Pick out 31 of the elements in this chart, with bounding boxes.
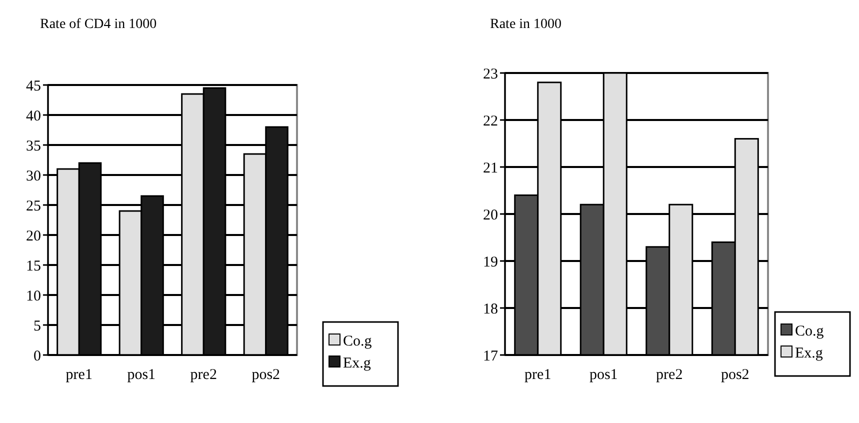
y-tick-label: 15 bbox=[26, 258, 41, 274]
x-tick-label: pos1 bbox=[127, 367, 156, 383]
y-tick-label: 17 bbox=[483, 348, 498, 364]
y-tick-label: 23 bbox=[483, 66, 498, 82]
y-tick-label: 25 bbox=[26, 198, 41, 214]
x-tick-label: pos2 bbox=[252, 367, 280, 383]
y-tick-label: 40 bbox=[26, 108, 41, 124]
legend-label: Ex.g bbox=[795, 345, 824, 362]
y-tick-label: 0 bbox=[34, 348, 41, 364]
chart-title: Rate in 1000 bbox=[490, 17, 562, 32]
legend-label: Co.g bbox=[795, 323, 824, 340]
y-tick-label: 21 bbox=[483, 160, 498, 176]
y-tick-label: 19 bbox=[483, 254, 498, 270]
x-tick-label: pos1 bbox=[589, 367, 618, 383]
x-tick-label: pos2 bbox=[720, 367, 750, 383]
y-tick-label: 5 bbox=[34, 318, 41, 334]
chart-title: Rate of CD4 in 1000 bbox=[40, 17, 157, 32]
y-tick-label: 18 bbox=[483, 301, 498, 318]
y-tick-label: 45 bbox=[26, 78, 41, 94]
x-tick-label: pre1 bbox=[524, 367, 552, 383]
y-tick-label: 20 bbox=[26, 228, 41, 244]
y-tick-label: 10 bbox=[26, 288, 41, 304]
y-tick-label: 35 bbox=[26, 138, 41, 154]
legend-label: Ex.g bbox=[343, 355, 372, 372]
x-tick-label: pre2 bbox=[190, 367, 217, 383]
x-tick-label: pre2 bbox=[656, 367, 683, 383]
y-tick-label: 22 bbox=[483, 113, 498, 130]
legend-label: Co.g bbox=[343, 333, 372, 350]
x-tick-label: pre1 bbox=[66, 367, 92, 383]
y-tick-label: 20 bbox=[483, 207, 498, 224]
y-tick-label: 30 bbox=[26, 168, 41, 184]
